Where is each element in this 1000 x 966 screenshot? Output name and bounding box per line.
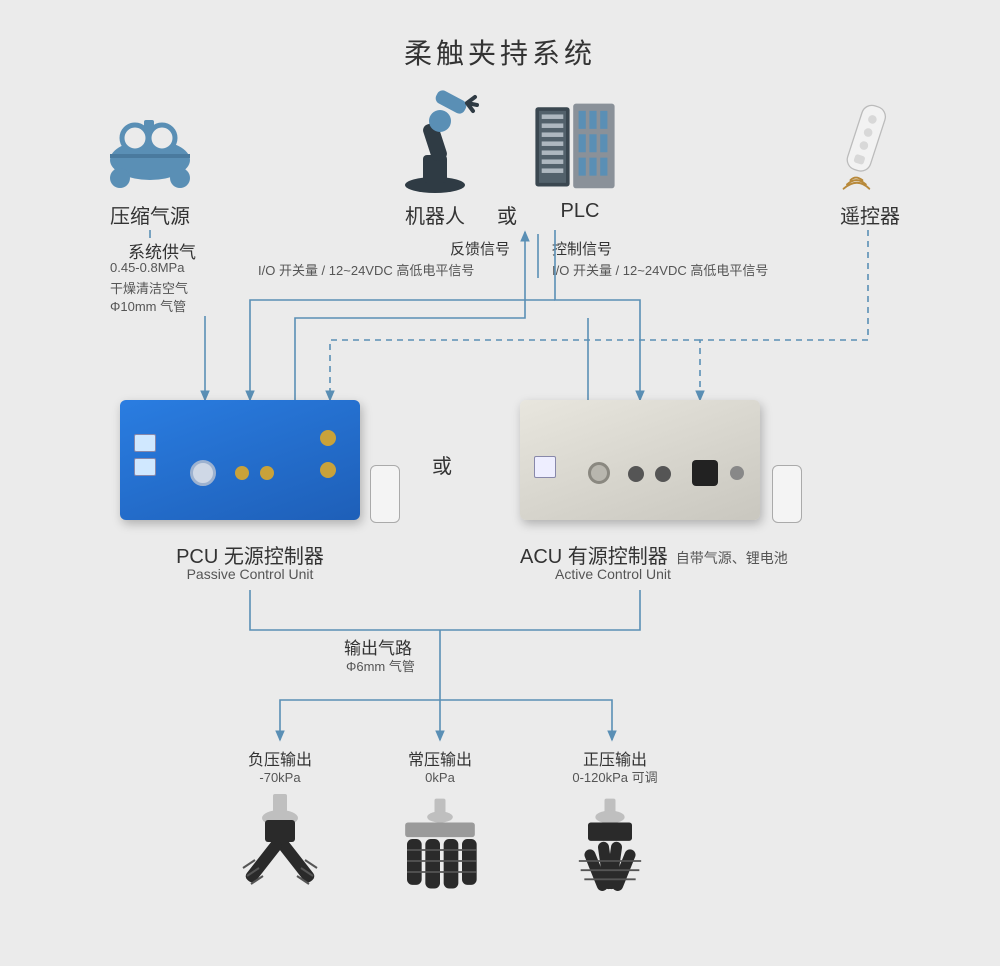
acu-note: 自带气源、锂电池 — [676, 548, 788, 568]
acu-remote-icon — [772, 465, 802, 523]
gripper-amb-value: 0kPa — [390, 768, 490, 788]
pcu-label: PCU 无源控制器 — [150, 540, 350, 569]
pcu-sublabel: Passive Control Unit — [150, 566, 350, 582]
acu-controller-icon — [520, 400, 760, 520]
gripper-amb-icon — [385, 795, 495, 905]
acu-label-row: ACU 有源控制器 自带气源、锂电池 — [520, 540, 880, 569]
gripper-neg-icon — [225, 795, 335, 905]
gripper-pos-value: 0-120kPa 可调 — [550, 768, 680, 788]
pcu-controller-icon — [120, 400, 360, 520]
output-air-detail: Φ6mm 气管 — [346, 656, 415, 675]
pcu-remote-icon — [370, 465, 400, 523]
acu-sublabel: Active Control Unit — [555, 566, 715, 582]
gripper-pos-label: 正压输出 — [560, 746, 670, 770]
gripper-pos-icon — [555, 795, 665, 905]
gripper-neg-value: -70kPa — [230, 768, 330, 788]
acu-label: ACU 有源控制器 — [520, 540, 668, 569]
gripper-neg-label: 负压输出 — [230, 746, 330, 770]
gripper-amb-label: 常压输出 — [390, 746, 490, 770]
or-mid-label: 或 — [432, 450, 452, 479]
